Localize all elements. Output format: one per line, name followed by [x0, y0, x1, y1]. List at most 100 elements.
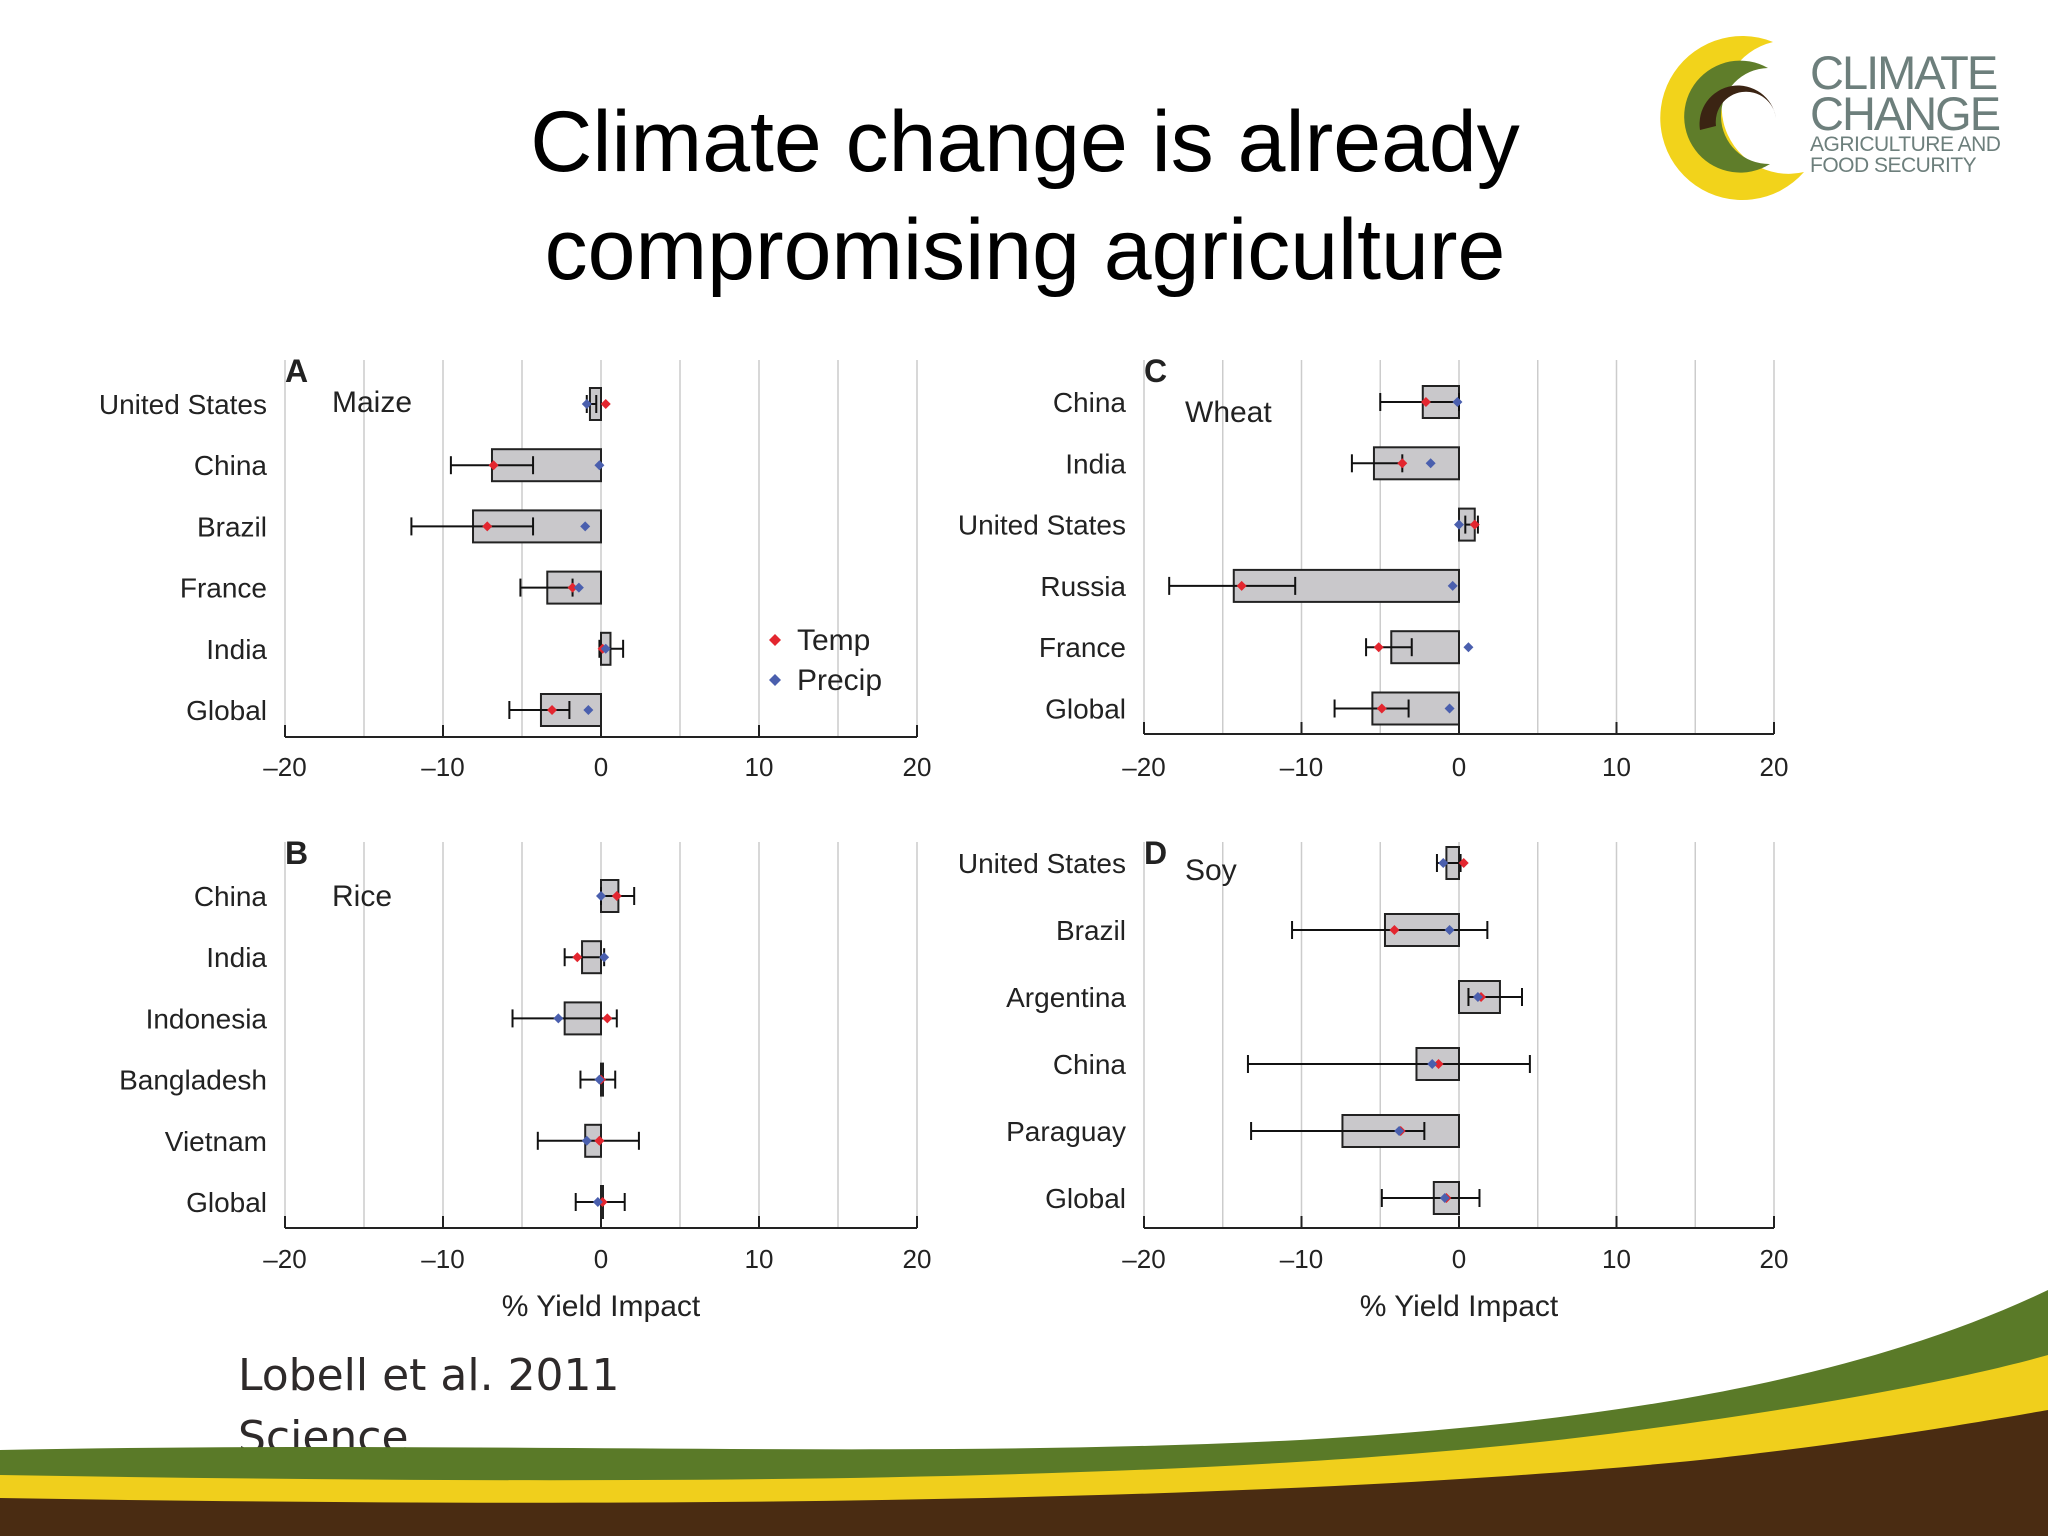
panel-c-precip-marker — [1444, 703, 1455, 714]
panel-d-precip-marker — [1427, 1059, 1438, 1069]
panel-b-x-tick-label: –10 — [421, 1244, 464, 1274]
panel-a-temp-marker — [547, 705, 558, 715]
panel-c-precip-marker — [1447, 580, 1458, 591]
panel-b-temp-marker — [572, 952, 583, 963]
legend-temp-marker — [769, 634, 781, 646]
panel-b-precip-marker — [594, 1074, 605, 1085]
panel-a-category-label: Brazil — [197, 511, 267, 542]
panel-b-crop-label: Rice — [332, 880, 392, 913]
panel-a-precip-marker — [594, 460, 605, 471]
panel-c-category-label: Global — [1045, 694, 1126, 725]
logo-text-agriculture: AGRICULTURE AND — [1810, 133, 2001, 156]
panel-a-x-tick-label: 0 — [594, 752, 608, 782]
panel-b-temp-marker — [611, 891, 622, 901]
panel-c-x-tick-label: –10 — [1280, 752, 1323, 782]
panel-d-letter: D — [1144, 835, 1167, 871]
panel-a-category-label: India — [206, 634, 267, 665]
legend-precip-label: Precip — [797, 664, 882, 697]
panel-a-precip-marker — [600, 643, 611, 654]
panel-d-category-label: Brazil — [1056, 915, 1126, 946]
panel-c-temp-marker — [1376, 703, 1387, 714]
panel-a-x-tick-label: –10 — [421, 752, 464, 782]
panel-b-precip-marker — [581, 1135, 592, 1146]
panel-c-category-label: United States — [958, 510, 1126, 541]
panel-c-x-tick-label: 10 — [1602, 752, 1631, 782]
panel-d-temp-marker — [1458, 858, 1469, 868]
panel-d-x-tick-label: 0 — [1452, 1244, 1466, 1274]
panel-a-precip-marker — [583, 705, 594, 715]
panel-d-category-label: Argentina — [1006, 982, 1126, 1013]
panel-b-precip-marker — [553, 1013, 564, 1024]
panel-a-letter: A — [285, 353, 308, 389]
panel-c-category-label: India — [1065, 448, 1126, 479]
panel-b-category-label: Bangladesh — [119, 1065, 267, 1096]
panel-a-temp-marker — [482, 521, 493, 532]
panel-b-category-label: Indonesia — [146, 1003, 268, 1034]
panel-b-x-axis-title: % Yield Impact — [502, 1290, 701, 1323]
panel-a-temp-marker — [488, 460, 499, 471]
panel-a-temp-marker — [600, 399, 611, 409]
panel-c-category-label: Russia — [1040, 571, 1126, 602]
panel-b-temp-marker — [594, 1135, 605, 1146]
citation-authors: Lobell et al. 2011 — [238, 1350, 620, 1401]
panel-b-category-label: Global — [186, 1187, 267, 1218]
panel-a-category-label: Global — [186, 695, 267, 726]
panel-d-category-label: United States — [958, 848, 1126, 879]
ccafs-logo-mark-icon — [1660, 36, 1804, 201]
panel-d-category-label: China — [1053, 1049, 1127, 1080]
panel-b-category-label: India — [206, 942, 267, 973]
panel-b-temp-marker — [602, 1013, 613, 1024]
panel-a-x-tick-label: 20 — [903, 752, 932, 782]
panel-b-precip-marker — [592, 1197, 603, 1207]
panel-d-x-tick-label: –20 — [1122, 1244, 1165, 1274]
panel-d-crop-label: Soy — [1185, 854, 1237, 887]
panel-d-x-axis-title: % Yield Impact — [1360, 1290, 1559, 1323]
slide-title: Climate change is already compromising a… — [530, 94, 1520, 298]
logo-text-climate: CLIMATE — [1810, 46, 1998, 99]
panel-a-x-tick-label: 10 — [745, 752, 774, 782]
panel-b-category-label: China — [194, 881, 268, 912]
panel-c-letter: C — [1144, 353, 1167, 389]
panel-a-precip-marker — [573, 582, 584, 593]
panel-a-category-label: China — [194, 450, 268, 481]
panel-a-x-tick-label: –20 — [263, 752, 306, 782]
panel-a-precip-marker — [580, 521, 591, 532]
panel-c-category-label: France — [1039, 632, 1126, 663]
panel-c-category-label: China — [1053, 387, 1127, 418]
panel-d-category-label: Paraguay — [1006, 1116, 1126, 1147]
panel-c-precip-marker — [1425, 458, 1436, 469]
footer-brown-band — [0, 1410, 2048, 1536]
panel-a-crop-label: Maize — [332, 386, 412, 419]
legend-temp-label: Temp — [797, 624, 870, 657]
panel-c-temp-marker — [1469, 519, 1480, 530]
panel-c-temp-marker — [1373, 642, 1384, 653]
panel-d-precip-marker — [1394, 1126, 1405, 1136]
panel-b-precip-marker — [596, 891, 606, 901]
panel-d-precip-marker — [1438, 858, 1449, 868]
panel-d-x-tick-label: –10 — [1280, 1244, 1323, 1274]
panel-b-precip-marker — [599, 952, 610, 963]
panel-c-crop-label: Wheat — [1185, 396, 1272, 429]
panel-b-x-tick-label: –20 — [263, 1244, 306, 1274]
panel-d-x-tick-label: 10 — [1602, 1244, 1631, 1274]
panel-c-x-tick-label: 0 — [1452, 752, 1466, 782]
panel-c-temp-marker — [1397, 458, 1408, 469]
ccafs-logo: CLIMATE CHANGE AGRICULTURE AND FOOD SECU… — [1628, 30, 2008, 205]
panel-b-letter: B — [285, 835, 308, 871]
panel-d-category-label: Global — [1045, 1183, 1126, 1214]
panel-d-x-tick-label: 20 — [1760, 1244, 1789, 1274]
panel-c-precip-marker — [1463, 642, 1474, 653]
legend-precip-marker — [769, 674, 781, 686]
logo-text-food-security: FOOD SECURITY — [1810, 154, 1977, 177]
panel-d-temp-marker — [1389, 925, 1400, 935]
panel-c-precip-marker — [1454, 519, 1464, 530]
panel-a-temp-marker — [567, 582, 578, 593]
panel-a-category-label: France — [180, 573, 267, 604]
panel-d-precip-marker — [1472, 992, 1483, 1002]
panel-c-x-tick-label: –20 — [1122, 752, 1165, 782]
panel-c-precip-marker — [1452, 397, 1463, 407]
panel-a-precip-marker — [581, 399, 592, 409]
logo-text-change: CHANGE — [1810, 87, 2001, 140]
panel-b-x-tick-label: 0 — [594, 1244, 608, 1274]
